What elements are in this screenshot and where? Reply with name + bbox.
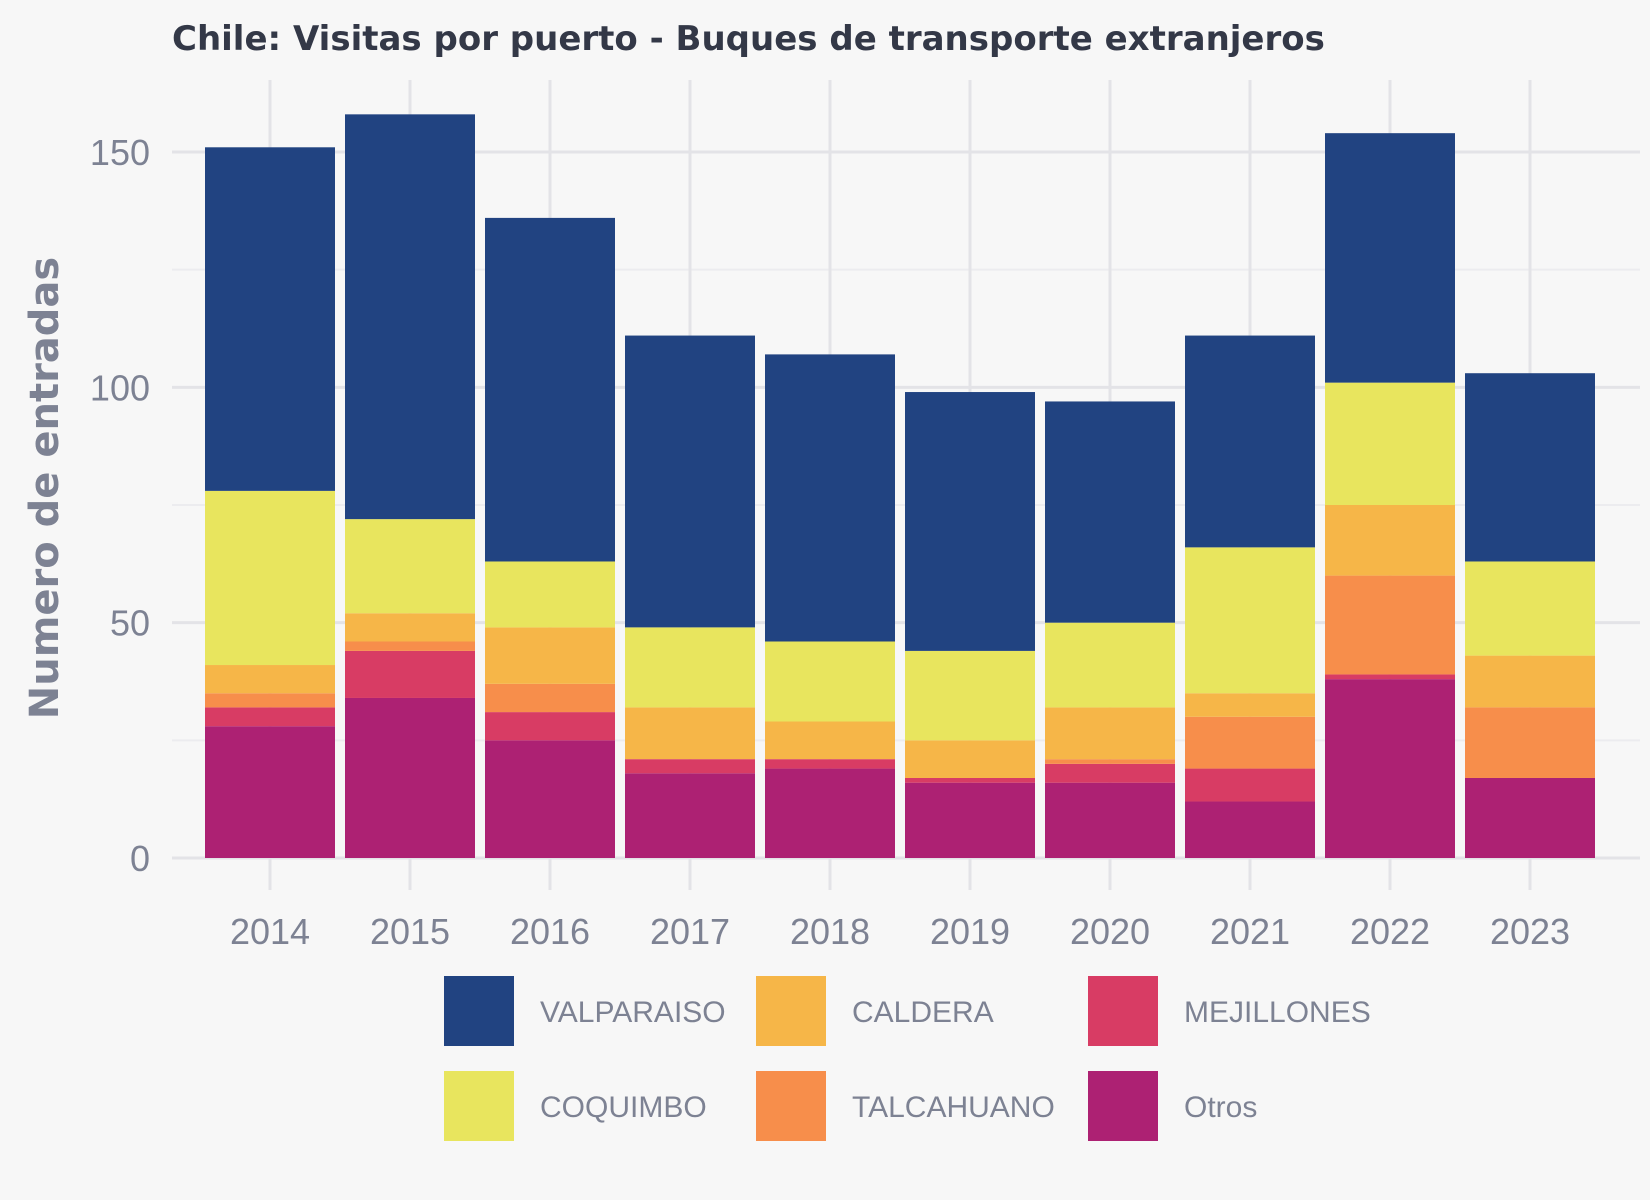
x-tick-label: 2019 xyxy=(930,911,1010,952)
bar-segment-mejillones-2020 xyxy=(1045,763,1175,783)
bars xyxy=(205,114,1595,858)
legend-swatch-otros xyxy=(1088,1071,1158,1141)
bar-segment-caldera-2015 xyxy=(345,613,475,642)
bar-segment-coquimbo-2014 xyxy=(205,490,335,666)
bar-segment-otros-2021 xyxy=(1185,801,1315,858)
legend-label-talcahuano: TALCAHUANO xyxy=(852,1091,1055,1124)
bar-segment-valparaiso-2016 xyxy=(485,217,615,562)
legend-swatch-caldera xyxy=(756,976,826,1046)
x-tick-label: 2018 xyxy=(790,911,870,952)
bar-segment-caldera-2017 xyxy=(625,707,755,760)
bar-segment-coquimbo-2018 xyxy=(765,641,895,722)
bar-segment-caldera-2020 xyxy=(1045,707,1175,760)
legend-label-coquimbo: COQUIMBO xyxy=(540,1091,707,1124)
x-tick-label: 2023 xyxy=(1490,911,1570,952)
bar-segment-coquimbo-2019 xyxy=(905,650,1035,741)
y-tick-label: 100 xyxy=(90,367,150,408)
bar-segment-valparaiso-2023 xyxy=(1465,373,1595,562)
legend-label-caldera: CALDERA xyxy=(852,996,994,1029)
chart-title: Chile: Visitas por puerto - Buques de tr… xyxy=(172,19,1325,59)
legend-swatch-coquimbo xyxy=(444,1071,514,1141)
y-axis-label: Numero de entradas xyxy=(22,257,68,719)
x-tick-label: 2014 xyxy=(230,911,310,952)
bar-segment-caldera-2022 xyxy=(1325,505,1455,576)
bar-segment-otros-2019 xyxy=(905,782,1035,858)
bar-segment-talcahuano-2022 xyxy=(1325,575,1455,675)
bar-segment-caldera-2018 xyxy=(765,721,895,760)
bar-segment-coquimbo-2015 xyxy=(345,519,475,614)
legend-swatch-mejillones xyxy=(1088,976,1158,1046)
legend-label-mejillones: MEJILLONES xyxy=(1184,996,1371,1029)
y-tick-label: 0 xyxy=(130,838,150,879)
bar-segment-talcahuano-2021 xyxy=(1185,716,1315,769)
bar-segment-valparaiso-2014 xyxy=(205,147,335,491)
bar-segment-mejillones-2021 xyxy=(1185,768,1315,802)
bar-segment-otros-2017 xyxy=(625,773,755,858)
legend-label-otros: Otros xyxy=(1184,1091,1257,1124)
bar-segment-mejillones-2014 xyxy=(205,707,335,727)
x-tick-label: 2020 xyxy=(1070,911,1150,952)
bar-segment-otros-2016 xyxy=(485,740,615,858)
bar-segment-caldera-2016 xyxy=(485,627,615,684)
bar-segment-coquimbo-2017 xyxy=(625,627,755,708)
bar-segment-mejillones-2017 xyxy=(625,759,755,774)
x-axis-ticks: 2014 2015 2016 2017 2018 2019 2020 2021 2022 2023 xyxy=(230,911,1570,952)
bar-segment-caldera-2021 xyxy=(1185,693,1315,717)
bar-segment-otros-2020 xyxy=(1045,782,1175,858)
bar-segment-valparaiso-2018 xyxy=(765,354,895,642)
legend: VALPARAISO CALDERA MEJILLONES COQUIMBO TALCA… xyxy=(444,976,1371,1141)
legend-swatch-valparaiso xyxy=(444,976,514,1046)
bar-segment-coquimbo-2016 xyxy=(485,561,615,628)
bar-segment-talcahuano-2015 xyxy=(345,641,475,651)
bar-segment-otros-2023 xyxy=(1465,777,1595,858)
y-tick-label: 150 xyxy=(90,132,150,173)
bar-segment-otros-2014 xyxy=(205,726,335,858)
x-tick-label: 2016 xyxy=(510,911,590,952)
bar-segment-valparaiso-2017 xyxy=(625,335,755,628)
bar-segment-coquimbo-2021 xyxy=(1185,547,1315,694)
bar-segment-mejillones-2019 xyxy=(905,777,1035,783)
bar-segment-coquimbo-2022 xyxy=(1325,382,1455,505)
bar-segment-otros-2015 xyxy=(345,697,475,858)
x-tick-label: 2021 xyxy=(1210,911,1290,952)
y-axis-ticks: 0 50 100 150 xyxy=(90,132,150,879)
bar-segment-mejillones-2016 xyxy=(485,712,615,741)
bar-segment-caldera-2023 xyxy=(1465,655,1595,708)
bar-segment-talcahuano-2016 xyxy=(485,683,615,713)
y-tick-label: 50 xyxy=(110,603,150,644)
legend-swatch-talcahuano xyxy=(756,1071,826,1141)
bar-segment-caldera-2014 xyxy=(205,665,335,694)
bar-segment-talcahuano-2020 xyxy=(1045,759,1175,764)
legend-label-valparaiso: VALPARAISO xyxy=(540,996,726,1029)
bar-segment-otros-2022 xyxy=(1325,679,1455,858)
bar-segment-caldera-2019 xyxy=(905,740,1035,778)
bar-segment-coquimbo-2023 xyxy=(1465,561,1595,656)
bar-segment-mejillones-2015 xyxy=(345,650,475,698)
bar-segment-valparaiso-2021 xyxy=(1185,335,1315,548)
bar-segment-coquimbo-2020 xyxy=(1045,622,1175,708)
bar-segment-valparaiso-2020 xyxy=(1045,401,1175,623)
bar-segment-valparaiso-2019 xyxy=(905,392,1035,651)
bar-segment-mejillones-2018 xyxy=(765,759,895,769)
bar-segment-mejillones-2022 xyxy=(1325,674,1455,680)
bar-segment-talcahuano-2014 xyxy=(205,693,335,708)
bar-segment-talcahuano-2023 xyxy=(1465,707,1595,778)
x-tick-label: 2015 xyxy=(370,911,450,952)
bar-segment-valparaiso-2015 xyxy=(345,114,475,520)
bar-segment-otros-2018 xyxy=(765,768,895,858)
bar-segment-valparaiso-2022 xyxy=(1325,133,1455,383)
x-tick-label: 2017 xyxy=(650,911,730,952)
x-tick-label: 2022 xyxy=(1350,911,1430,952)
